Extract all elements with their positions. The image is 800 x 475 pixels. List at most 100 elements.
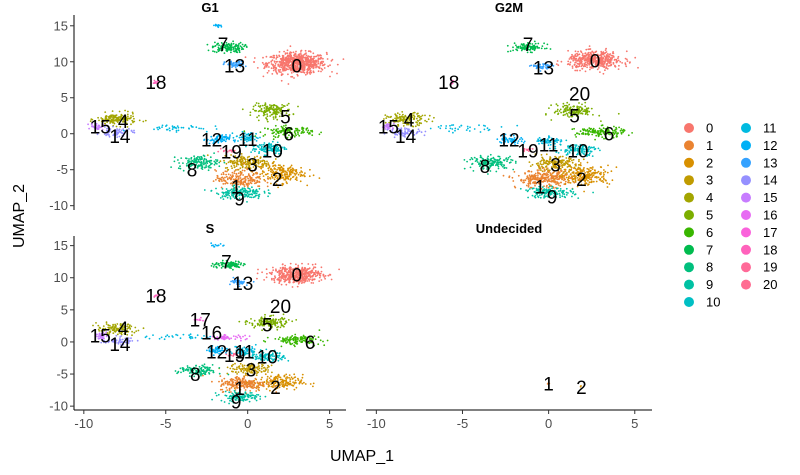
point-cluster-4: [132, 115, 135, 118]
point-cluster-13: [240, 60, 243, 63]
point-cluster-14: [114, 134, 117, 137]
point-cluster-1: [529, 179, 532, 182]
point-cluster-3: [564, 162, 566, 165]
point-cluster-0: [312, 64, 314, 66]
point-cluster-0: [331, 71, 333, 73]
point-cluster-12: [520, 136, 523, 139]
point-cluster-0: [299, 70, 302, 73]
point-cluster-18: [152, 82, 155, 84]
point-cluster-0: [302, 59, 304, 62]
point-cluster-11: [458, 126, 461, 128]
point-cluster-8: [503, 167, 506, 170]
point-cluster-8: [501, 163, 503, 166]
point-cluster-0: [611, 56, 613, 59]
point-cluster-19: [223, 149, 225, 152]
point-cluster-3: [543, 161, 545, 164]
point-cluster-8: [213, 163, 216, 166]
point-cluster-10: [271, 140, 274, 143]
point-cluster-10: [257, 146, 260, 149]
point-cluster-7: [214, 45, 217, 47]
point-cluster-8: [496, 159, 499, 162]
point-cluster-0: [621, 62, 623, 64]
point-cluster-4: [418, 122, 421, 125]
point-cluster-1: [554, 180, 556, 183]
point-cluster-2: [568, 165, 571, 168]
point-cluster-0: [293, 69, 296, 71]
point-cluster-15: [95, 122, 98, 125]
point-cluster-0: [637, 66, 639, 69]
point-cluster-4: [125, 116, 128, 119]
point-cluster-0: [282, 58, 285, 61]
point-cluster-2: [589, 178, 591, 181]
point-cluster-0: [294, 52, 297, 55]
point-cluster-11: [176, 125, 179, 127]
point-cluster-11: [478, 124, 480, 127]
point-cluster-11: [253, 138, 256, 141]
point-cluster-12: [217, 134, 220, 137]
point-cluster-0: [315, 55, 318, 58]
point-cluster-1: [219, 178, 222, 181]
point-cluster-5: [297, 105, 299, 108]
point-cluster-1: [547, 176, 549, 179]
point-cluster-10: [258, 151, 261, 153]
point-cluster-0: [600, 56, 603, 59]
point-cluster-0: [304, 49, 307, 52]
point-cluster-0: [277, 63, 280, 66]
point-cluster-0: [289, 58, 291, 60]
point-cluster-0: [283, 68, 286, 70]
point-cluster-1: [554, 177, 557, 180]
panel-title: G1: [201, 0, 218, 15]
point-cluster-5: [562, 114, 565, 117]
point-cluster-3: [545, 165, 547, 168]
point-cluster-5: [564, 113, 566, 116]
point-cluster-1: [222, 171, 225, 174]
point-cluster-6: [584, 132, 587, 135]
point-cluster-0: [578, 60, 581, 63]
point-cluster-1: [227, 173, 230, 176]
point-cluster-0: [290, 65, 293, 68]
point-cluster-0: [302, 71, 304, 74]
point-cluster-2: [288, 167, 290, 170]
cluster-label: 13: [224, 56, 245, 77]
point-cluster-1: [520, 179, 522, 182]
point-cluster-0: [307, 50, 310, 53]
point-cluster-3: [233, 164, 236, 167]
point-cluster-0: [577, 58, 580, 60]
cluster-label: 19: [221, 143, 242, 164]
point-cluster-6: [594, 138, 596, 141]
point-cluster-4: [123, 117, 126, 120]
point-cluster-2: [261, 163, 264, 165]
point-cluster-0: [280, 71, 282, 73]
point-cluster-6: [320, 131, 322, 134]
point-cluster-9: [249, 196, 251, 199]
point-cluster-13: [230, 62, 233, 65]
point-cluster-0: [265, 62, 267, 64]
point-cluster-0: [265, 66, 268, 68]
point-cluster-0: [315, 66, 317, 69]
point-cluster-5: [598, 114, 601, 117]
point-cluster-0: [581, 53, 584, 55]
point-cluster-7: [238, 51, 241, 54]
point-cluster-2: [589, 167, 592, 169]
point-cluster-6: [620, 128, 623, 130]
point-cluster-6: [272, 138, 275, 141]
point-cluster-14: [108, 135, 111, 138]
point-cluster-10: [597, 147, 600, 150]
point-cluster-2: [603, 169, 605, 171]
point-cluster-5: [275, 108, 278, 111]
point-cluster-10: [268, 149, 271, 152]
point-cluster-7: [235, 51, 238, 53]
y-tick-label: 15: [54, 18, 68, 33]
point-cluster-2: [287, 169, 289, 172]
point-cluster-5: [265, 108, 268, 110]
point-cluster-5: [562, 102, 565, 105]
point-cluster-8: [209, 156, 212, 159]
point-cluster-6: [277, 134, 280, 137]
point-cluster-5: [260, 108, 263, 111]
point-cluster-12: [222, 136, 225, 138]
point-cluster-7: [237, 45, 240, 48]
point-cluster-1: [235, 173, 238, 176]
point-cluster-10: [264, 154, 267, 157]
point-cluster-15: [101, 125, 104, 127]
